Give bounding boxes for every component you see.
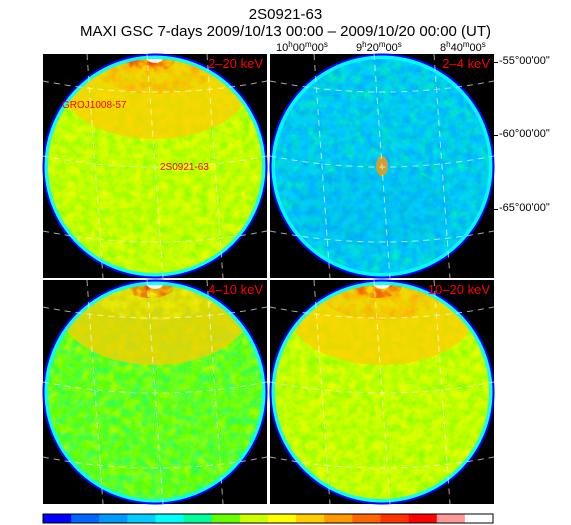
colorbar-segment [409,514,438,523]
sky-panel: 10–20 keV [270,255,494,504]
colorbar-segment [156,514,185,523]
source-label: GROJ1008-57 [62,100,127,111]
colorbar-segment [43,514,72,523]
colorbar-segment [268,514,297,523]
sky-panel: 4–10 keV [43,255,267,504]
colorbar-segment [184,514,213,523]
source-label: 2S0921-63 [160,162,209,173]
colorbar-segment [240,514,269,523]
colorbar-segment [99,514,128,523]
colorbar-segment [127,514,156,523]
energy-band-label: 2–4 keV [442,56,490,71]
sky-panel: 2–20 keV [43,29,267,278]
colorbar-segment [352,514,381,523]
colorbar-segment [437,514,466,523]
colorbar-segment [71,514,100,523]
colorbar-segment [296,514,325,523]
colorbar-segment [324,514,353,523]
colorbar-segment [381,514,410,523]
energy-band-label: 10–20 keV [428,282,490,297]
colorbar-segment [212,514,241,523]
sky-panel: 2–4 keV [270,54,494,278]
energy-band-label: 2–20 keV [208,56,263,71]
energy-band-label: 4–10 keV [208,282,263,297]
colorbar-segment [465,514,494,523]
